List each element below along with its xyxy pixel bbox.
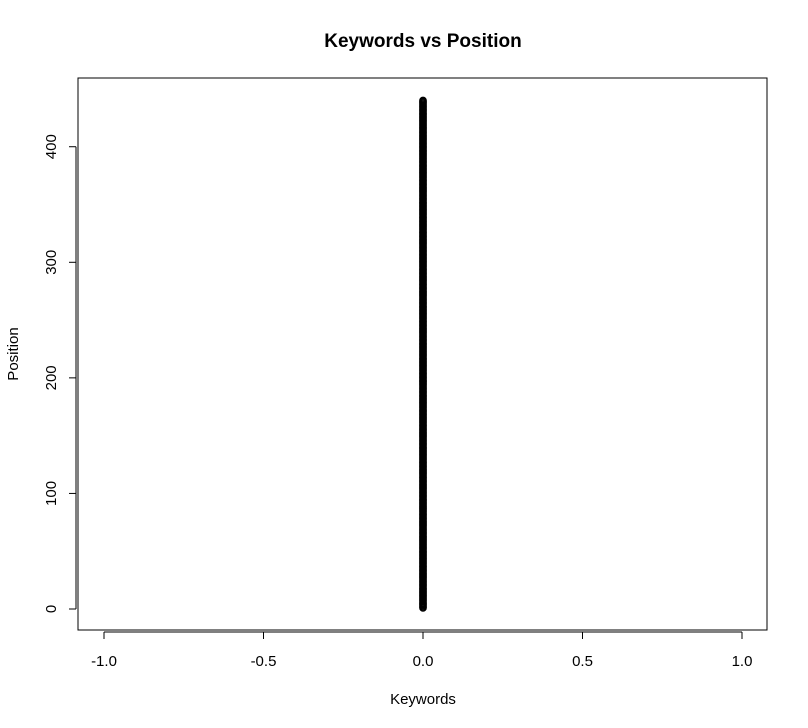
- y-tick-label: 0: [43, 605, 60, 613]
- y-tick-label: 200: [43, 365, 60, 390]
- y-axis-label: Position: [5, 327, 22, 380]
- y-axis: 0 100 200 300 400: [43, 134, 77, 613]
- x-tick-label: 0.0: [413, 653, 434, 670]
- x-tick-label: 1.0: [732, 653, 753, 670]
- chart-title: Keywords vs Position: [324, 31, 521, 52]
- x-tick-label: -1.0: [91, 653, 117, 670]
- x-axis: -1.0 -0.5 0.0 0.5 1.0: [91, 631, 753, 670]
- data-points: [419, 96, 427, 612]
- plot-frame: [77, 77, 768, 631]
- data-point: [419, 96, 427, 105]
- x-tick-label: -0.5: [251, 653, 277, 670]
- y-tick-label: 400: [43, 134, 60, 159]
- y-tick-label: 100: [43, 481, 60, 506]
- y-tick-label: 300: [43, 250, 60, 275]
- x-axis-label: Keywords: [390, 691, 456, 708]
- x-tick-label: 0.5: [572, 653, 593, 670]
